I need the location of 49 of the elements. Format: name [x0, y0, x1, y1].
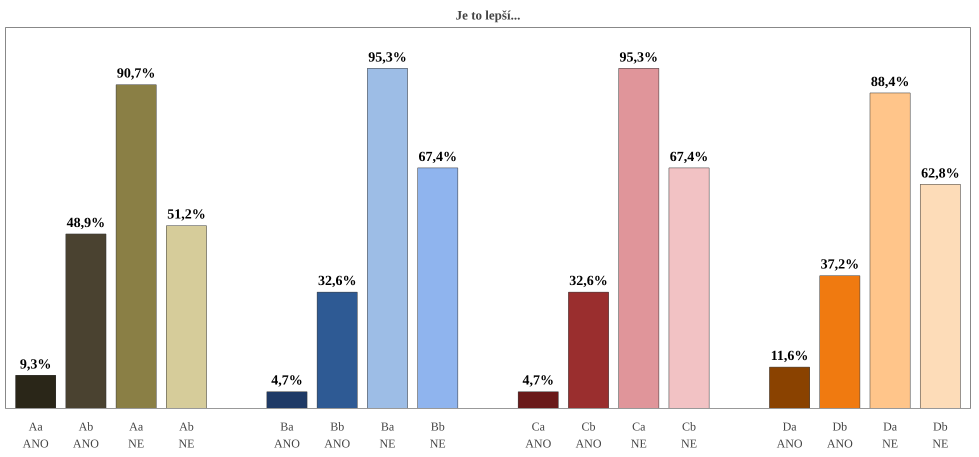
x-tick-label: Cb NE: [681, 420, 698, 450]
x-tick-label: Bb NE: [430, 420, 446, 450]
bar: [618, 68, 660, 408]
bar: [15, 375, 56, 408]
data-label: 9,3%: [20, 357, 52, 372]
bar: [819, 275, 860, 408]
x-tick-label: Ba NE: [379, 420, 396, 450]
x-tick-label: Bb ANO: [324, 420, 351, 450]
bar: [316, 292, 358, 408]
bar: [66, 234, 106, 408]
bar: [920, 184, 961, 408]
x-tick-label: Ab ANO: [72, 420, 100, 450]
bar: [769, 366, 810, 408]
data-label: 95,3%: [368, 50, 407, 66]
x-tick-label: Ca NE: [630, 420, 647, 450]
data-label: 67,4%: [670, 150, 708, 165]
data-label: 62,8%: [921, 166, 960, 182]
x-tick-label: Db NE: [932, 420, 948, 450]
data-label: 48,9%: [66, 216, 106, 231]
bar: [367, 68, 408, 408]
data-label: 4,7%: [271, 374, 303, 389]
data-label: 67,4%: [418, 150, 457, 165]
data-label: 4,7%: [522, 374, 554, 389]
bar: [116, 84, 157, 408]
x-tick-label: Da NE: [882, 420, 898, 450]
data-label: 88,4%: [870, 74, 910, 90]
x-tick-label: Aa ANO: [22, 420, 49, 450]
data-label: 90,7%: [116, 66, 156, 82]
data-label: 32,6%: [569, 274, 608, 290]
data-label: 51,2%: [167, 208, 206, 223]
bar: [417, 168, 458, 408]
data-label: 32,6%: [318, 274, 356, 290]
x-tick-label: Db ANO: [826, 420, 854, 450]
x-tick-label: Ba ANO: [274, 420, 300, 450]
x-tick-label: Cb ANO: [576, 420, 602, 450]
x-tick-label: Aa NE: [128, 420, 144, 450]
bar: [166, 225, 207, 408]
data-label: 37,2%: [820, 258, 860, 273]
chart-title: Je to lepší...: [456, 8, 520, 22]
data-label: 11,6%: [770, 349, 808, 364]
data-label: 95,3%: [620, 50, 658, 66]
bar: [870, 92, 910, 408]
x-tick-label: Ca ANO: [525, 420, 552, 450]
bar: [568, 292, 609, 408]
bar: [518, 391, 559, 408]
x-tick-label: Da ANO: [776, 420, 803, 450]
bar: [266, 391, 308, 408]
x-tick-label: Ab NE: [178, 420, 194, 450]
bar: [668, 168, 710, 408]
